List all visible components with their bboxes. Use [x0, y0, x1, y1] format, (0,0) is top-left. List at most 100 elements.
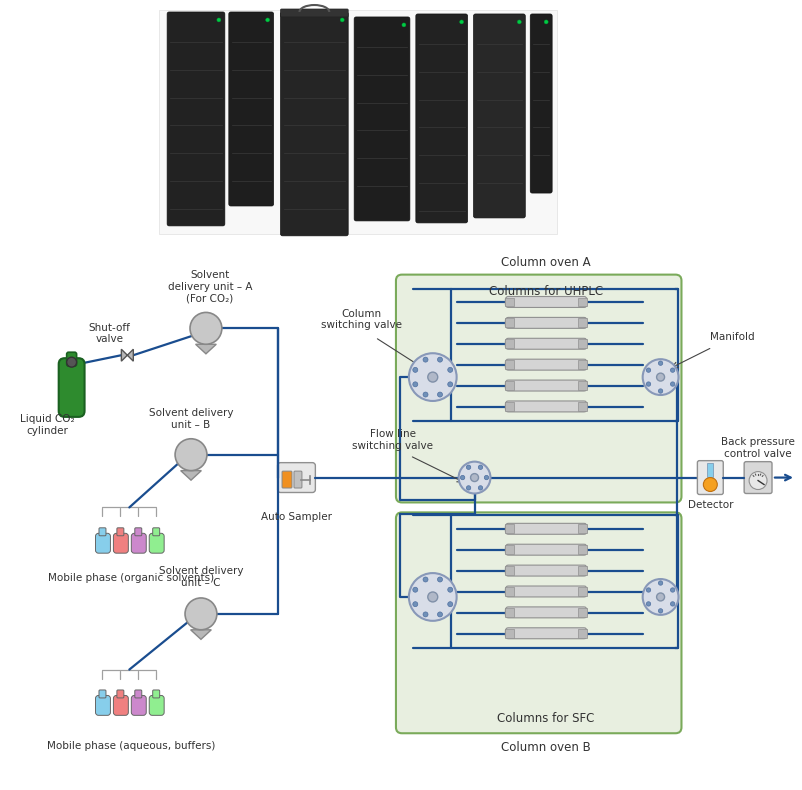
Circle shape — [658, 361, 662, 365]
FancyBboxPatch shape — [132, 533, 146, 553]
Bar — [578, 381, 587, 390]
Circle shape — [175, 438, 207, 471]
FancyBboxPatch shape — [505, 586, 587, 597]
Circle shape — [413, 382, 418, 387]
FancyBboxPatch shape — [744, 461, 772, 494]
FancyBboxPatch shape — [505, 401, 587, 412]
Circle shape — [448, 367, 452, 372]
Circle shape — [670, 368, 674, 372]
Bar — [578, 318, 587, 327]
Text: Column oven B: Column oven B — [501, 741, 591, 754]
Circle shape — [459, 461, 491, 494]
Circle shape — [646, 368, 650, 372]
Circle shape — [413, 602, 418, 607]
Circle shape — [642, 579, 678, 615]
Bar — [505, 608, 514, 617]
FancyBboxPatch shape — [132, 695, 146, 715]
Circle shape — [402, 23, 406, 27]
FancyBboxPatch shape — [135, 690, 142, 698]
FancyBboxPatch shape — [505, 296, 587, 307]
Circle shape — [427, 592, 438, 602]
Circle shape — [423, 577, 428, 582]
FancyBboxPatch shape — [530, 14, 552, 193]
FancyBboxPatch shape — [354, 17, 410, 221]
Circle shape — [448, 587, 452, 592]
Circle shape — [423, 357, 428, 362]
Circle shape — [438, 392, 443, 397]
FancyBboxPatch shape — [396, 275, 682, 502]
Circle shape — [646, 602, 650, 606]
Bar — [505, 525, 514, 533]
Circle shape — [484, 476, 488, 480]
Text: Column oven A: Column oven A — [501, 256, 591, 269]
Bar — [505, 545, 514, 554]
Bar — [505, 298, 514, 307]
Circle shape — [646, 588, 650, 592]
Text: Columns for SFC: Columns for SFC — [497, 712, 595, 725]
Bar — [578, 298, 587, 307]
FancyBboxPatch shape — [505, 628, 587, 639]
FancyBboxPatch shape — [277, 463, 315, 492]
Text: Columns for UHPLC: Columns for UHPLC — [489, 285, 603, 298]
Circle shape — [658, 608, 662, 613]
Text: Mobile phase (aqueous, buffers): Mobile phase (aqueous, buffers) — [47, 741, 216, 751]
Circle shape — [657, 593, 665, 601]
Text: Detector: Detector — [687, 500, 733, 510]
Bar — [578, 566, 587, 575]
FancyBboxPatch shape — [113, 695, 128, 715]
Text: Mobile phase (organic solvents): Mobile phase (organic solvents) — [48, 573, 214, 583]
FancyBboxPatch shape — [473, 14, 525, 218]
Bar — [505, 360, 514, 369]
FancyBboxPatch shape — [396, 513, 682, 733]
Circle shape — [67, 357, 77, 367]
Circle shape — [423, 392, 428, 397]
Circle shape — [185, 598, 217, 630]
Bar — [578, 608, 587, 617]
Circle shape — [545, 20, 548, 24]
Bar — [505, 566, 514, 575]
Circle shape — [438, 357, 443, 362]
FancyBboxPatch shape — [99, 528, 106, 536]
Circle shape — [460, 20, 464, 24]
Bar — [505, 381, 514, 390]
Circle shape — [190, 312, 222, 344]
FancyBboxPatch shape — [95, 695, 111, 715]
FancyBboxPatch shape — [294, 471, 302, 488]
FancyBboxPatch shape — [149, 533, 164, 553]
FancyBboxPatch shape — [505, 359, 587, 371]
Circle shape — [217, 18, 221, 22]
FancyBboxPatch shape — [416, 14, 468, 223]
Circle shape — [749, 472, 767, 490]
FancyBboxPatch shape — [99, 690, 106, 698]
FancyBboxPatch shape — [229, 12, 273, 206]
Bar — [578, 587, 587, 596]
Circle shape — [478, 465, 483, 469]
Circle shape — [703, 478, 717, 491]
Text: Liquid CO₂
cylinder: Liquid CO₂ cylinder — [20, 414, 75, 435]
Bar — [505, 339, 514, 348]
Bar — [578, 360, 587, 369]
FancyBboxPatch shape — [505, 523, 587, 534]
Text: Auto Sampler: Auto Sampler — [261, 513, 332, 522]
FancyBboxPatch shape — [281, 9, 348, 17]
FancyBboxPatch shape — [113, 533, 128, 553]
Text: Solvent delivery
unit – B: Solvent delivery unit – B — [148, 408, 233, 430]
FancyBboxPatch shape — [117, 528, 124, 536]
FancyBboxPatch shape — [167, 12, 225, 226]
FancyBboxPatch shape — [149, 695, 164, 715]
Circle shape — [438, 612, 443, 617]
Polygon shape — [180, 471, 201, 480]
Bar — [578, 525, 587, 533]
Bar — [707, 463, 713, 476]
FancyBboxPatch shape — [67, 352, 77, 366]
Text: Column
switching valve: Column switching valve — [321, 309, 402, 330]
Circle shape — [438, 577, 443, 582]
Circle shape — [646, 382, 650, 386]
Text: Back pressure
control valve: Back pressure control valve — [721, 437, 795, 458]
Text: Shut-off
valve: Shut-off valve — [88, 322, 131, 344]
FancyBboxPatch shape — [59, 358, 84, 417]
Circle shape — [478, 486, 483, 490]
FancyBboxPatch shape — [152, 690, 160, 698]
Circle shape — [657, 373, 665, 381]
FancyBboxPatch shape — [505, 380, 587, 391]
